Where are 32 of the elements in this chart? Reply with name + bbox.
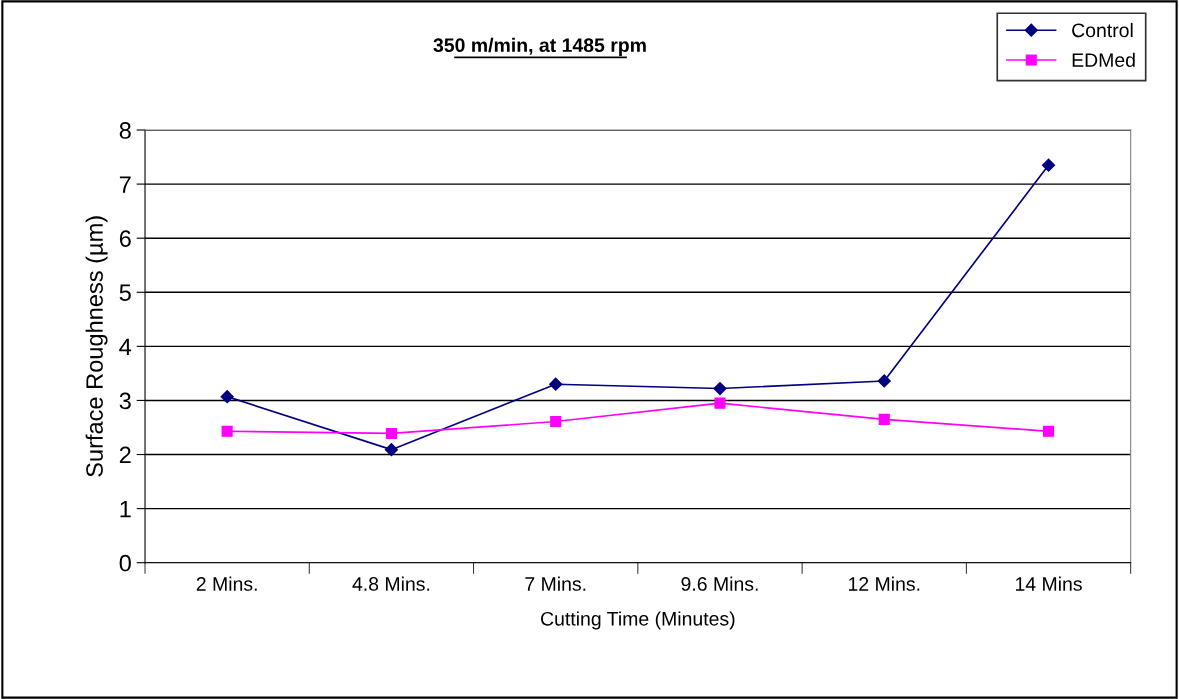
legend-label: Control [1072, 22, 1133, 38]
y-tick-label: 5 [119, 284, 131, 302]
point [877, 374, 891, 388]
x-tick-label: 4.8 Mins. [352, 576, 430, 591]
x-tick-label: 7 Mins. [525, 576, 586, 591]
y-tick-label: 1 [120, 500, 131, 518]
y-axis-title: Surface Roughness (µm) [85, 216, 108, 477]
point [549, 377, 563, 391]
point [221, 425, 233, 437]
point [878, 413, 890, 425]
y-tick-label: 6 [119, 230, 131, 247]
y-tick-label: 4 [119, 338, 132, 355]
point [713, 381, 727, 396]
point [714, 397, 726, 409]
y-tick-label: 2 [119, 446, 131, 464]
y-tick-label: 7 [119, 176, 131, 193]
x-axis-title: Cutting Time (Minutes) [541, 611, 735, 630]
x-tick-label: 14 Mins [1015, 576, 1082, 591]
point [1041, 158, 1056, 172]
y-tick-label: 3 [119, 392, 131, 410]
point [550, 415, 562, 428]
point [384, 443, 399, 457]
x-tick-label: 2 Mins. [196, 576, 257, 591]
x-tick-label: 12 Mins. [848, 576, 920, 591]
y-tick-label: 0 [119, 554, 131, 572]
point [1042, 425, 1055, 437]
legend-label: EDMed [1072, 52, 1135, 68]
point [220, 390, 234, 404]
chart-title: 350 m/min, at 1485 rpm [433, 37, 646, 56]
point [385, 427, 397, 439]
y-tick-label: 8 [119, 122, 131, 139]
x-tick-label: 9.6 Mins. [681, 576, 758, 591]
